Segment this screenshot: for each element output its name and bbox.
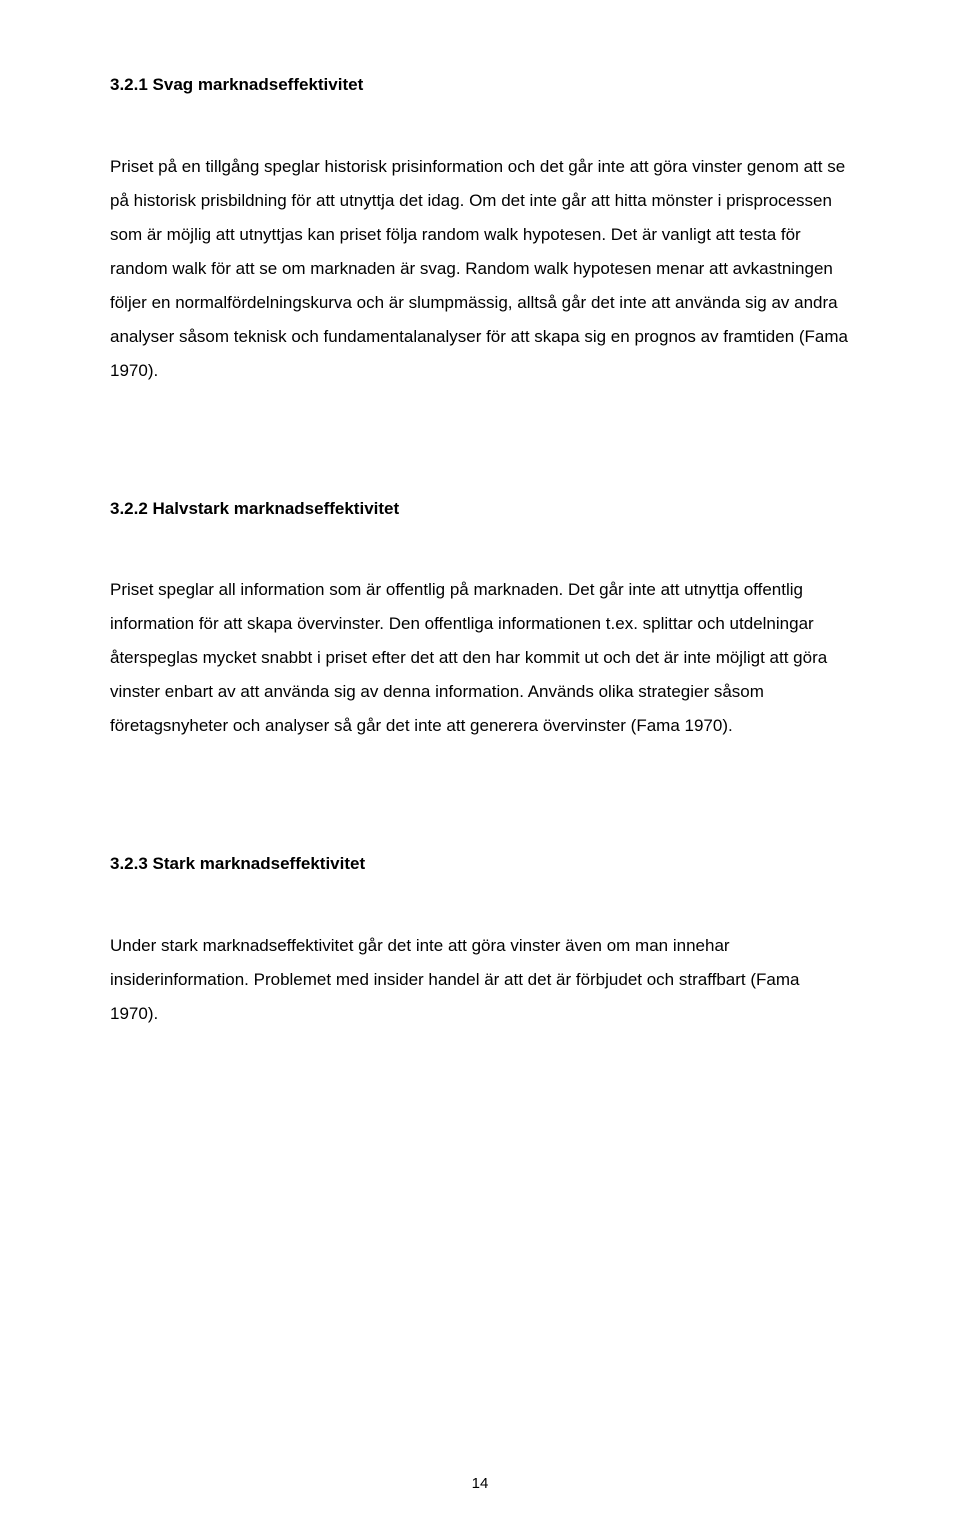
section-heading-2: 3.2.2 Halvstark marknadseffektivitet [110,496,850,522]
page-number: 14 [472,1475,489,1492]
section-paragraph-3: Under stark marknadseffektivitet går det… [110,929,850,1031]
section-paragraph-2: Priset speglar all information som är of… [110,573,850,743]
section-heading-1: 3.2.1 Svag marknadseffektivitet [110,72,850,98]
section-heading-3: 3.2.3 Stark marknadseffektivitet [110,851,850,877]
section-paragraph-1: Priset på en tillgång speglar historisk … [110,150,850,388]
